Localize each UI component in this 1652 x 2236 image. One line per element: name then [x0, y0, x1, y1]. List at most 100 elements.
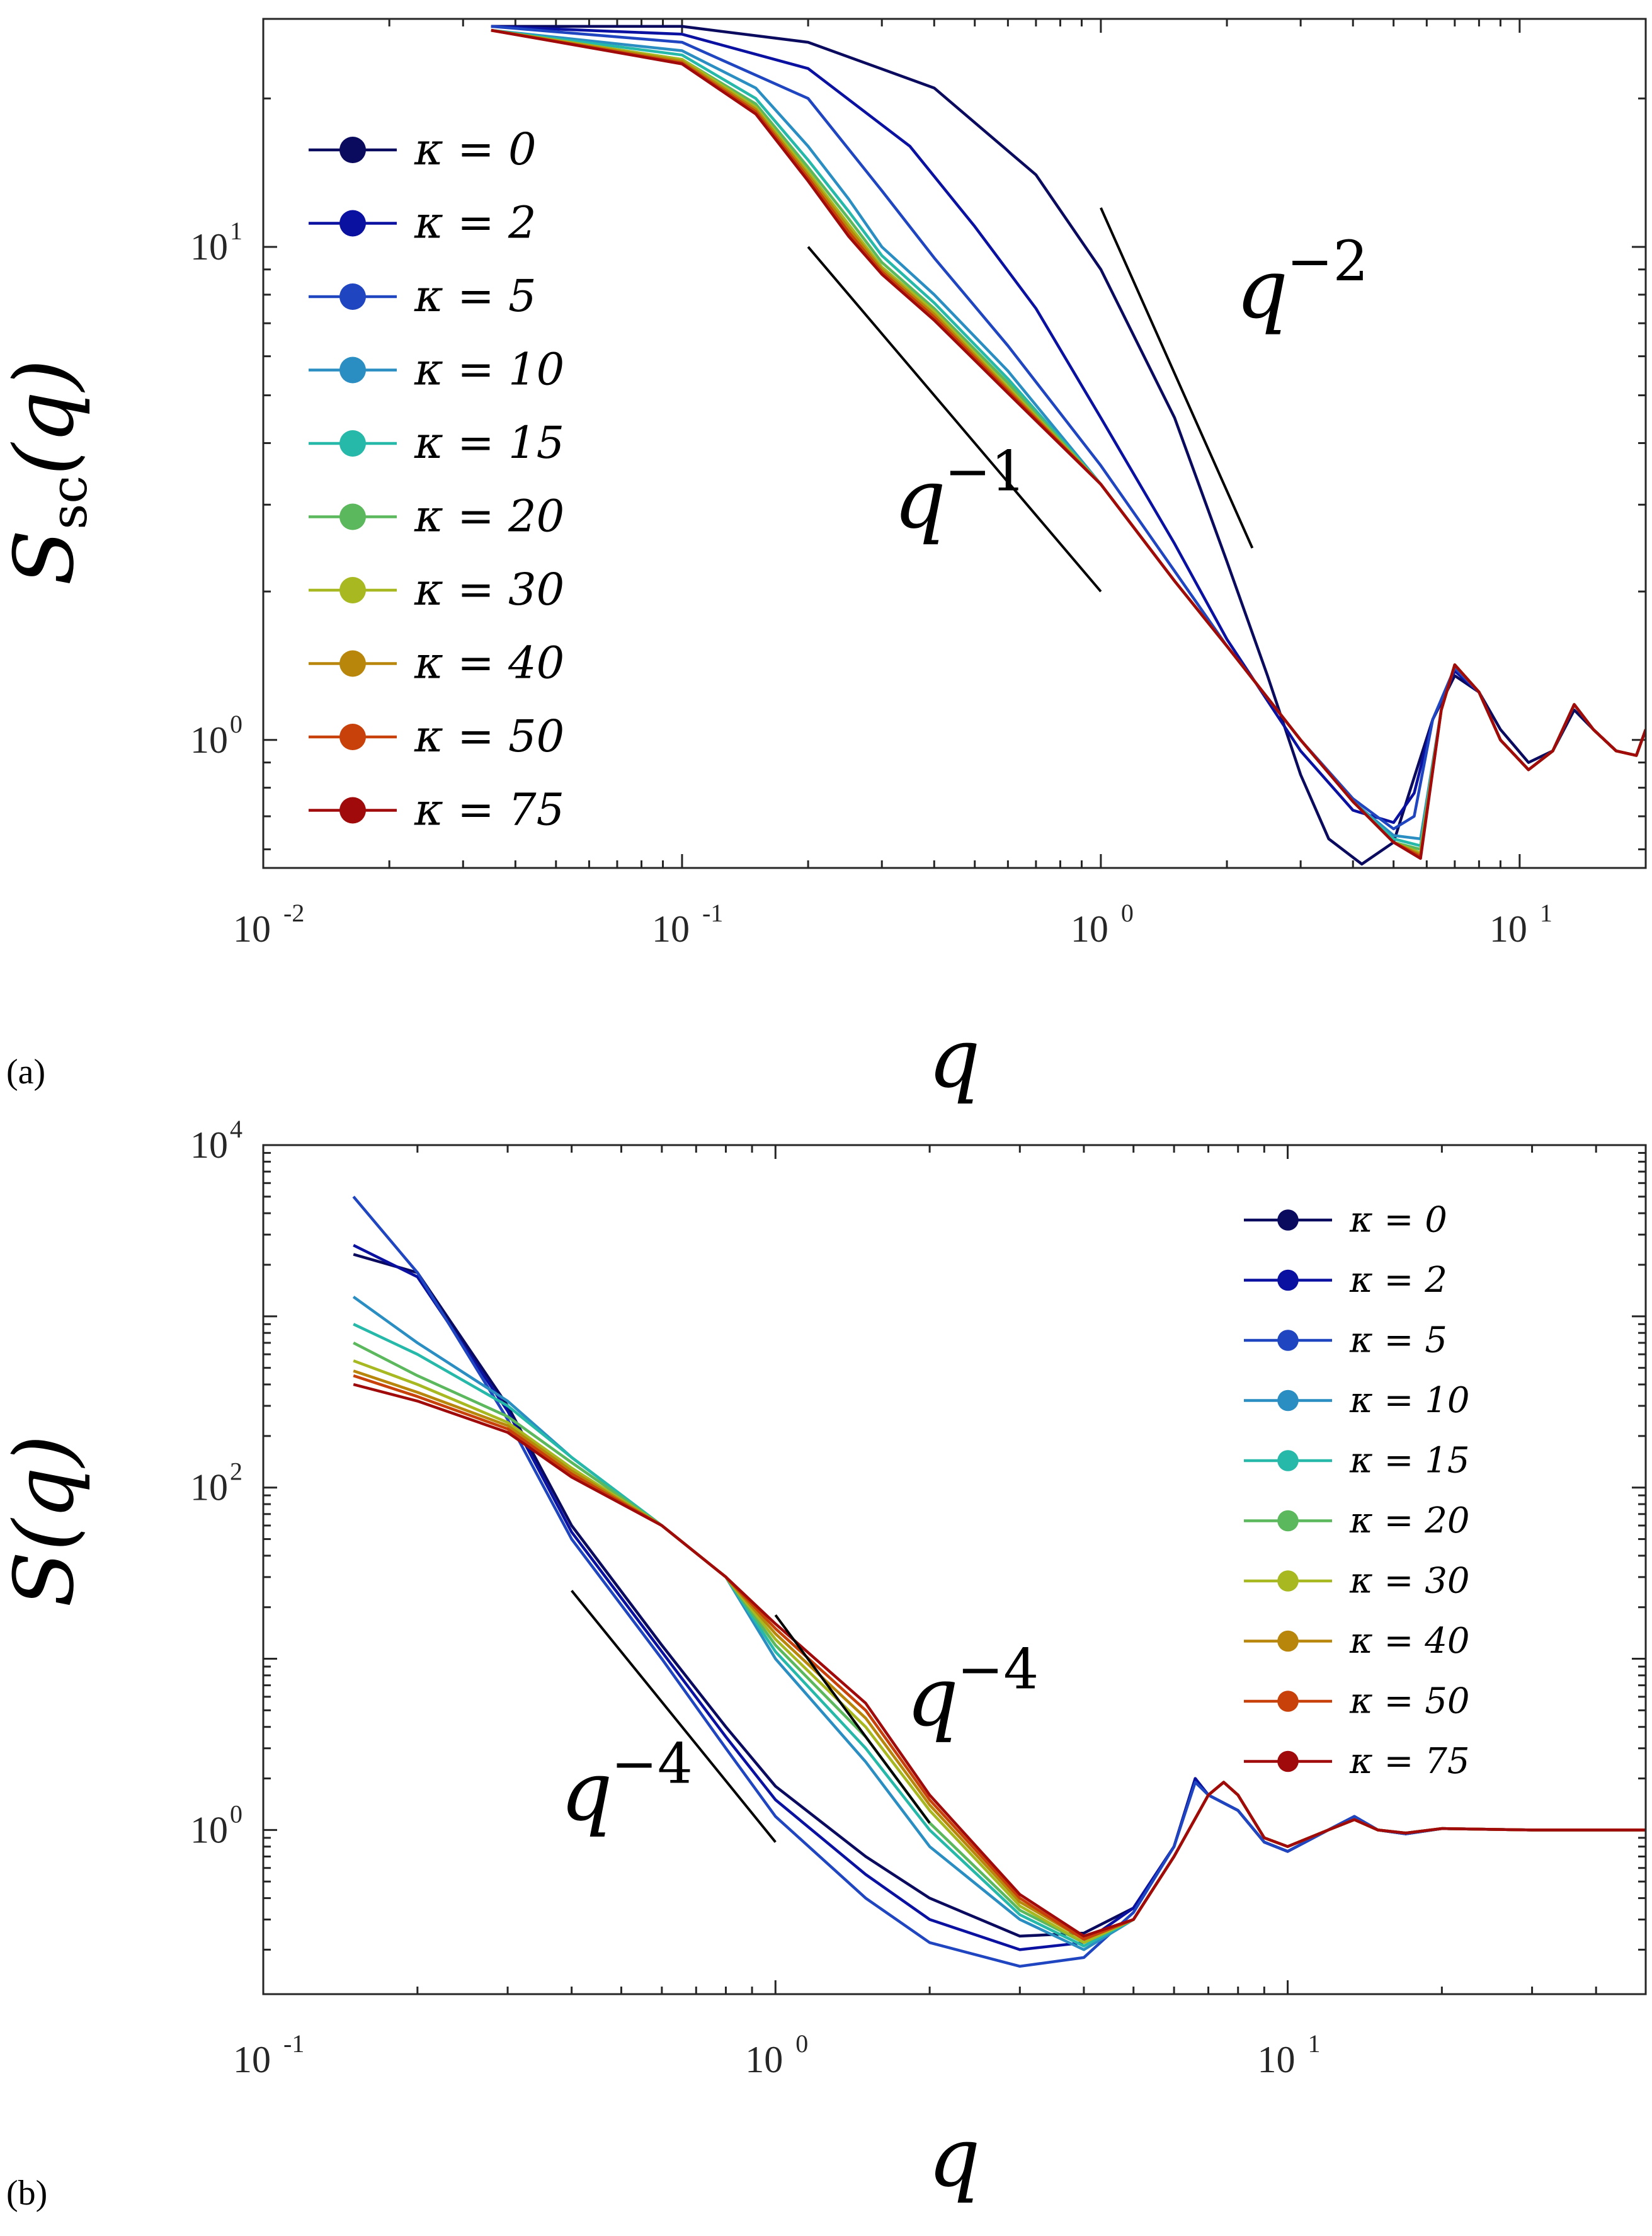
series-line-7 [491, 28, 1646, 857]
panel-label: (a) [6, 1052, 45, 1092]
y-axis-label-text: Ssc(q) [0, 359, 98, 586]
legend-label-9: κ = 75 [1349, 1741, 1470, 1782]
series-line-2 [491, 25, 1646, 831]
legend-marker-0 [1277, 1209, 1299, 1231]
y-tick-label-exponent: 4 [230, 1115, 242, 1143]
legend-label-7: κ = 40 [1349, 1621, 1470, 1662]
legend-label-1: κ = 2 [1349, 1260, 1447, 1301]
reference-slope-line-1 [1100, 207, 1254, 549]
y-axis-label: Ssc(q) [0, 359, 98, 586]
slope-annotation-0: q [894, 451, 946, 547]
y-tick-label: 10 [190, 719, 228, 761]
y-tick-label: 10 [190, 1809, 228, 1851]
legend-marker-8 [1277, 1691, 1299, 1712]
legend-label-3: κ = 10 [414, 344, 564, 396]
legend-label-8: κ = 50 [414, 710, 564, 762]
x-tick-label-exponent: 0 [1121, 899, 1134, 927]
legend: κ = 0 κ = 2 κ = 5 κ = 10 κ = 15 κ = 20 κ = 30 κ… [1244, 1199, 1470, 1782]
y-tick-label: 10 [190, 1124, 228, 1166]
legend-label-0: κ = 0 [1349, 1199, 1447, 1240]
plot-frame [262, 18, 1647, 869]
legend-label-5: κ = 20 [414, 491, 564, 542]
slope-annotation-0: q [561, 1743, 613, 1839]
x-tick-label: 10 [1071, 908, 1108, 950]
legend-label-2: κ = 5 [1349, 1320, 1447, 1360]
slope-annotation-exponent-1: −4 [957, 1636, 1039, 1701]
series-line-5 [491, 28, 1646, 851]
legend-marker-4 [1277, 1450, 1299, 1471]
y-tick-label: 10 [190, 226, 228, 268]
slope-annotation-1: q [1236, 241, 1288, 337]
legend-marker-4 [339, 430, 366, 457]
series-line-6 [491, 28, 1646, 855]
legend-label-8: κ = 50 [1349, 1680, 1470, 1721]
x-axis-label: q [928, 1010, 980, 1106]
legend-label-1: κ = 2 [414, 197, 537, 249]
x-tick-label: 10 [1490, 908, 1527, 950]
legend-marker-7 [339, 650, 366, 677]
legend-label-5: κ = 20 [1349, 1500, 1470, 1541]
legend-marker-1 [1277, 1269, 1299, 1291]
legend-label-7: κ = 40 [414, 637, 564, 689]
x-tick-label: 10 [233, 2039, 271, 2080]
legend-marker-5 [1277, 1510, 1299, 1532]
y-axis-label: S(q) [0, 1435, 92, 1607]
legend-marker-0 [339, 137, 366, 163]
y-tick-label-exponent: 0 [230, 1800, 242, 1828]
x-tick-label: 10 [1258, 2039, 1296, 2080]
y-tick-label-exponent: 1 [230, 217, 242, 245]
legend-marker-3 [339, 357, 366, 384]
series-line-9 [491, 28, 1646, 860]
series-line-4 [491, 28, 1646, 848]
y-axis-label-text: S(q) [0, 1435, 92, 1607]
x-tick-label-exponent: 1 [1308, 2029, 1321, 2058]
x-tick-label: 10 [745, 2039, 783, 2080]
y-tick-label-exponent: 0 [230, 710, 242, 738]
series-group [352, 1195, 1646, 1968]
legend-label-6: κ = 30 [1349, 1560, 1470, 1601]
reference-slope-line-1 [774, 1614, 931, 1824]
y-tick-label: 10 [190, 1467, 228, 1509]
legend-label-4: κ = 15 [414, 417, 564, 469]
x-tick-label: 10 [652, 908, 690, 950]
legend-label-4: κ = 15 [1349, 1440, 1470, 1481]
slope-annotation-exponent-0: −1 [944, 439, 1026, 504]
legend-marker-2 [339, 283, 366, 310]
series-line-9 [353, 1383, 1646, 1938]
x-tick-label: 10 [233, 908, 271, 950]
legend-label-2: κ = 5 [414, 270, 537, 322]
series-group [491, 25, 1646, 866]
x-axis-label: q [928, 2109, 980, 2205]
legend-marker-6 [339, 577, 366, 603]
legend-marker-9 [1277, 1750, 1299, 1772]
axis-ticks [262, 19, 1647, 868]
legend-marker-5 [339, 503, 366, 530]
reference-slope-line-0 [571, 1590, 777, 1843]
y-tick-label-exponent: 2 [230, 1457, 242, 1486]
legend-marker-1 [339, 210, 366, 237]
x-tick-label-exponent: 0 [795, 2029, 808, 2058]
legend-marker-9 [339, 797, 366, 824]
plot-frame [262, 1144, 1647, 1995]
x-tick-label-exponent: 1 [1540, 899, 1552, 927]
legend-marker-6 [1277, 1570, 1299, 1592]
legend-label-6: κ = 30 [414, 564, 564, 615]
legend: κ = 0 κ = 2 κ = 5 κ = 10 κ = 15 κ = 20 κ = 30 κ… [309, 123, 564, 836]
slope-annotation-exponent-1: −2 [1287, 229, 1369, 294]
x-tick-label-exponent: -1 [283, 2029, 304, 2058]
series-line-3 [491, 28, 1646, 841]
panel-label: (b) [6, 2174, 47, 2213]
legend-marker-8 [339, 724, 366, 750]
legend-marker-3 [1277, 1389, 1299, 1412]
chart-panel-b: q−4q−410 -1 10 0 10 110 010 210 4qS(q)κ = 0κ = 2… [0, 1115, 1647, 2213]
legend-marker-2 [1277, 1330, 1299, 1351]
legend-marker-7 [1277, 1630, 1299, 1652]
x-tick-label-exponent: -1 [702, 899, 723, 927]
reference-slope-line-0 [807, 246, 1102, 593]
x-tick-label-exponent: -2 [283, 899, 304, 927]
legend-label-3: κ = 10 [1349, 1380, 1470, 1421]
legend-label-0: κ = 0 [414, 123, 537, 175]
slope-annotation-1: q [906, 1649, 959, 1745]
